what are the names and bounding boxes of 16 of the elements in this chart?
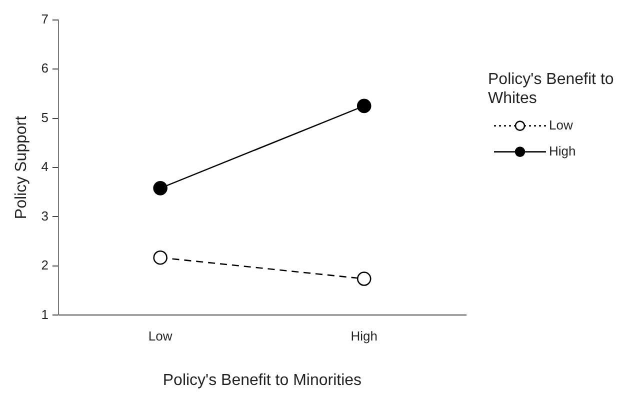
legend-title: Policy's Benefit to Whites — [488, 71, 614, 108]
y-tick-label: 3 — [41, 208, 48, 224]
point — [356, 98, 372, 114]
point — [356, 272, 372, 286]
y-tick-label: 5 — [41, 110, 48, 125]
point — [153, 250, 168, 265]
y-tick-label: 1 — [41, 306, 48, 322]
y-tick-label: 7 — [41, 11, 48, 26]
y-tick-label: 2 — [41, 258, 48, 273]
y-tick-label: 6 — [41, 60, 48, 76]
legend-label: High — [549, 143, 576, 158]
y-axis-title: Policy Support — [13, 115, 30, 220]
y-tick-label: 4 — [41, 159, 48, 174]
legend-label: Low — [549, 117, 574, 132]
x-axis-title: Policy's Benefit to Minorities — [162, 372, 362, 389]
point — [153, 181, 168, 196]
